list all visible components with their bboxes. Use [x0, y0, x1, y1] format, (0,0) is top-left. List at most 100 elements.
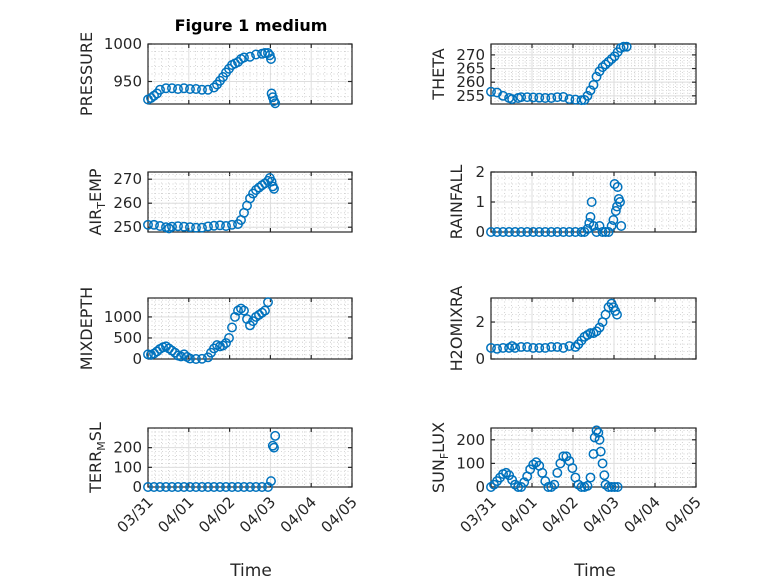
y-axis-label: PRESSURE [77, 32, 96, 116]
data-point [233, 482, 243, 492]
data-point [510, 479, 521, 490]
data-point [543, 482, 554, 492]
data-point [155, 482, 165, 492]
data-point [173, 84, 183, 94]
data-point [245, 482, 255, 492]
data-point [227, 219, 237, 230]
data-point [608, 215, 619, 225]
x-tick-label: 04/01 [154, 493, 197, 536]
data-point [227, 322, 237, 333]
data-point [516, 92, 527, 103]
data-point [597, 227, 608, 237]
data-point [597, 62, 608, 73]
data-point [582, 90, 593, 101]
plot-area [148, 428, 352, 487]
data-point [552, 227, 563, 237]
data-point [486, 342, 496, 353]
y-tick-label: 265 [456, 60, 485, 78]
data-point [586, 197, 597, 207]
data-point [197, 353, 207, 364]
data-point [251, 185, 261, 195]
y-axis-label: H2OMIXRA [447, 286, 466, 372]
data-point [534, 342, 545, 353]
axes-frame [147, 43, 353, 105]
y-tick-label: 1000 [104, 35, 142, 53]
data-point [191, 354, 201, 364]
data-point [501, 467, 512, 478]
data-point [149, 90, 159, 101]
data-point [191, 84, 201, 94]
axes-frame [147, 427, 353, 488]
data-point [266, 54, 276, 64]
y-tick-label: 200 [456, 431, 485, 449]
data-point [610, 206, 621, 216]
data-point [558, 227, 569, 237]
data-point [600, 59, 611, 70]
y-tick-label: 0 [475, 478, 485, 496]
y-tick-label: 0 [132, 478, 142, 496]
y-tick-label: 1 [475, 193, 485, 211]
data-point [516, 342, 527, 352]
data-point [510, 227, 521, 237]
data-point [260, 48, 270, 58]
data-point [612, 482, 623, 492]
data-point [582, 480, 593, 491]
axes-frame [147, 297, 353, 360]
y-axis-label: MIXDEPTH [77, 287, 96, 370]
x-tick-label: 04/02 [195, 493, 238, 536]
data-point [546, 93, 557, 103]
figure-title: Figure 1 medium [175, 16, 328, 35]
y-tick-label: 255 [456, 87, 485, 105]
data-point [528, 92, 539, 103]
data-point [573, 479, 584, 490]
data-point [549, 479, 560, 490]
data-point [564, 227, 575, 237]
data-point [197, 482, 207, 492]
data-point [251, 482, 261, 492]
data-point [588, 221, 599, 231]
data-point [558, 342, 569, 353]
data-point [203, 84, 213, 95]
data-point [522, 342, 533, 352]
data-point [270, 430, 281, 441]
data-point [221, 338, 231, 348]
y-tick-label: 500 [113, 329, 142, 347]
y-tick-label: 250 [113, 218, 142, 236]
data-point [149, 482, 159, 492]
data-point [161, 482, 171, 492]
data-point [597, 458, 608, 469]
data-point [606, 482, 617, 492]
data-point [537, 467, 548, 478]
data-point [239, 52, 249, 63]
y-tick-label: 260 [456, 73, 485, 91]
data-point [267, 440, 278, 451]
data-point [155, 84, 165, 95]
y-tick-label: 100 [456, 454, 485, 472]
data-point [209, 82, 219, 93]
x-tick-label: 04/03 [580, 493, 623, 536]
data-point [245, 51, 255, 62]
data-point [612, 182, 623, 192]
data-point [143, 482, 153, 492]
data-point [167, 83, 177, 94]
data-point [540, 227, 551, 237]
data-point [191, 222, 201, 233]
data-point [179, 83, 189, 94]
data-point [179, 482, 189, 492]
data-point [185, 482, 195, 492]
data-point [615, 197, 625, 207]
data-point [585, 472, 596, 483]
data-point [203, 221, 213, 232]
data-point [585, 328, 596, 339]
data-point [492, 227, 502, 237]
data-point [486, 482, 496, 492]
x-tick-label: 04/02 [539, 493, 582, 536]
data-point [251, 49, 261, 60]
data-point [173, 482, 183, 492]
data-point [257, 482, 267, 492]
data-point [266, 476, 276, 487]
data-point [197, 222, 207, 233]
y-tick-label: 100 [113, 458, 142, 476]
y-tick-label: 0 [475, 350, 485, 368]
axes-frame [147, 171, 353, 233]
